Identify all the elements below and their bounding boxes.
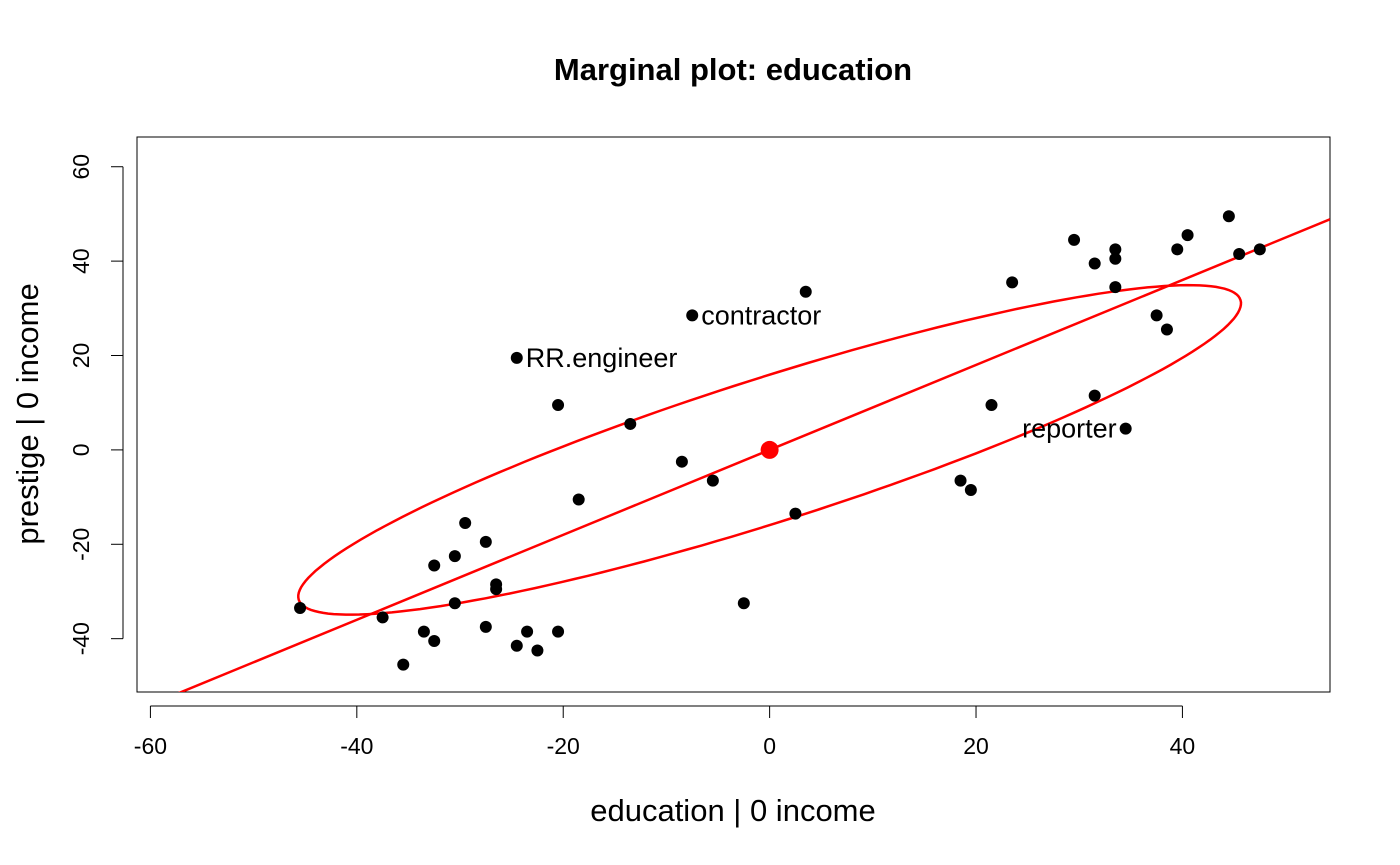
data-point	[448, 597, 461, 610]
data-point	[789, 507, 802, 520]
data-point	[799, 285, 812, 298]
point-label: reporter	[1022, 414, 1117, 444]
x-tick-label: -20	[547, 733, 580, 759]
data-point	[1109, 252, 1122, 265]
x-tick-label: 40	[1170, 733, 1196, 759]
data-point	[376, 611, 389, 624]
data-point	[479, 535, 492, 548]
chart-title: Marginal plot: education	[554, 52, 912, 87]
data-point	[572, 493, 585, 506]
y-tick-label: 60	[68, 154, 94, 180]
y-axis: -40 -20 0 20 40 60	[68, 154, 124, 655]
data-point	[521, 625, 534, 638]
data-point	[1088, 389, 1101, 402]
data-point	[706, 474, 719, 487]
data-point	[397, 658, 410, 671]
data-point	[531, 644, 544, 657]
data-point	[510, 639, 523, 652]
data-point	[1119, 422, 1132, 435]
data-point	[510, 351, 523, 364]
y-tick-label: 40	[68, 248, 94, 274]
data-point	[459, 517, 472, 530]
data-point	[1088, 257, 1101, 270]
x-tick-label: -40	[340, 733, 373, 759]
y-tick-label: 0	[68, 443, 94, 456]
x-tick-label: 20	[963, 733, 989, 759]
data-point	[675, 455, 688, 468]
x-axis: -60 -40 -20 0 20 40	[134, 705, 1196, 759]
data-point	[552, 625, 565, 638]
data-point	[686, 309, 699, 322]
plot-box	[136, 136, 1331, 693]
plot-area: RR.engineer contractor reporter	[178, 210, 1330, 692]
y-tick-label: -20	[68, 528, 94, 561]
data-point	[1109, 243, 1122, 256]
data-point	[737, 597, 750, 610]
x-tick-label: 0	[763, 733, 776, 759]
data-point	[624, 417, 637, 430]
data-point	[490, 583, 503, 596]
data-point	[428, 635, 441, 648]
data-point	[1181, 229, 1194, 242]
y-tick-label: -40	[68, 622, 94, 655]
data-point	[964, 484, 977, 497]
data-point	[428, 559, 441, 572]
x-axis-label: education | 0 income	[590, 793, 876, 828]
data-point	[1150, 309, 1163, 322]
data-point	[479, 620, 492, 633]
data-point	[954, 474, 967, 487]
data-point	[552, 399, 565, 412]
data-point	[1171, 243, 1184, 256]
data-point	[448, 550, 461, 563]
data-point	[985, 399, 998, 412]
center-point	[760, 440, 779, 459]
regression-line	[178, 218, 1330, 692]
data-point	[294, 601, 307, 614]
point-label: contractor	[701, 300, 821, 330]
y-axis-label: prestige | 0 income	[10, 283, 45, 544]
y-tick-label: 20	[68, 343, 94, 369]
data-point	[1222, 210, 1235, 223]
x-tick-label: -60	[134, 733, 167, 759]
data-point	[1006, 276, 1019, 289]
data-point	[417, 625, 430, 638]
data-point	[1068, 233, 1081, 246]
data-point	[1253, 243, 1266, 256]
data-point	[1233, 248, 1246, 261]
data-point	[1109, 281, 1122, 294]
data-point	[1160, 323, 1173, 336]
point-label: RR.engineer	[526, 343, 678, 373]
